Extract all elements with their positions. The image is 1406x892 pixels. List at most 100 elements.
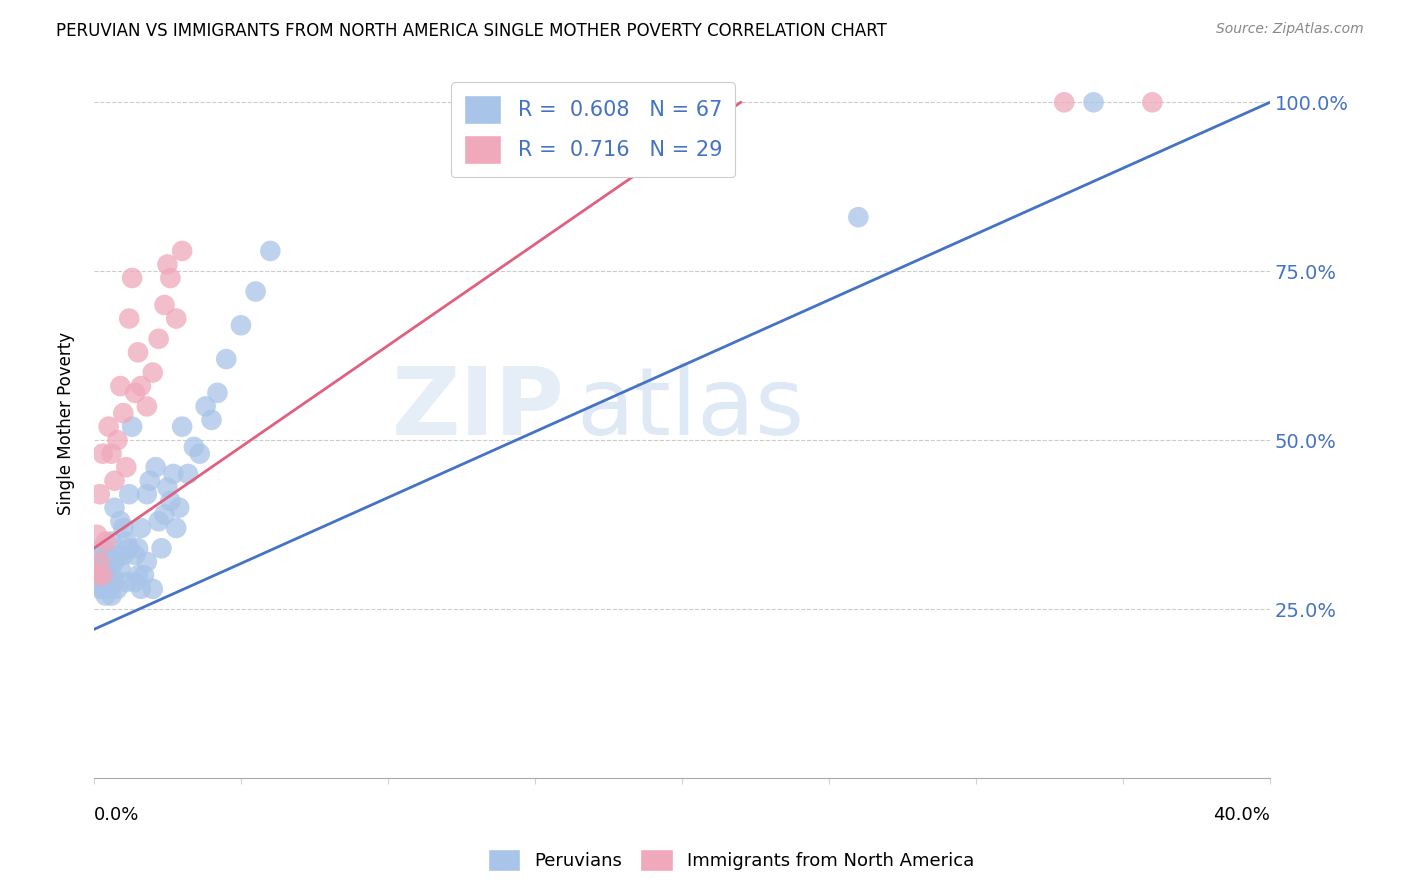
- Point: [112, 521, 135, 535]
- Point: [135, 400, 157, 414]
- Point: [91, 568, 114, 582]
- Point: [127, 568, 149, 582]
- Point: [1142, 95, 1164, 110]
- Point: [156, 480, 179, 494]
- Point: [118, 487, 141, 501]
- Point: [124, 575, 146, 590]
- Point: [1083, 95, 1105, 110]
- Point: [159, 494, 181, 508]
- Point: [110, 561, 132, 575]
- Point: [121, 271, 143, 285]
- Point: [103, 575, 125, 590]
- Point: [89, 582, 111, 596]
- Text: Source: ZipAtlas.com: Source: ZipAtlas.com: [1216, 22, 1364, 37]
- Point: [89, 555, 111, 569]
- Point: [89, 575, 111, 590]
- Point: [100, 534, 122, 549]
- Point: [97, 561, 120, 575]
- Point: [135, 487, 157, 501]
- Text: PERUVIAN VS IMMIGRANTS FROM NORTH AMERICA SINGLE MOTHER POVERTY CORRELATION CHAR: PERUVIAN VS IMMIGRANTS FROM NORTH AMERIC…: [56, 22, 887, 40]
- Point: [156, 257, 179, 271]
- Point: [115, 575, 138, 590]
- Point: [1053, 95, 1076, 110]
- Point: [162, 467, 184, 481]
- Point: [153, 508, 176, 522]
- Point: [97, 548, 120, 562]
- Point: [86, 555, 108, 569]
- Point: [121, 419, 143, 434]
- Point: [107, 548, 129, 562]
- Point: [207, 385, 229, 400]
- Point: [89, 487, 111, 501]
- Point: [148, 514, 170, 528]
- Point: [91, 568, 114, 582]
- Text: atlas: atlas: [576, 363, 804, 455]
- Point: [245, 285, 267, 299]
- Point: [127, 345, 149, 359]
- Point: [94, 568, 117, 582]
- Point: [259, 244, 281, 258]
- Point: [229, 318, 252, 333]
- Point: [86, 568, 108, 582]
- Point: [110, 514, 132, 528]
- Point: [100, 589, 122, 603]
- Point: [94, 589, 117, 603]
- Point: [100, 447, 122, 461]
- Point: [139, 474, 162, 488]
- Point: [188, 447, 211, 461]
- Point: [124, 548, 146, 562]
- Point: [165, 311, 187, 326]
- Point: [145, 460, 167, 475]
- Point: [118, 311, 141, 326]
- Point: [86, 568, 108, 582]
- Point: [142, 582, 165, 596]
- Point: [132, 568, 155, 582]
- Point: [142, 366, 165, 380]
- Point: [86, 561, 108, 575]
- Point: [183, 440, 205, 454]
- Point: [215, 352, 238, 367]
- Text: 0.0%: 0.0%: [94, 806, 139, 824]
- Point: [91, 447, 114, 461]
- Point: [91, 582, 114, 596]
- Point: [172, 419, 194, 434]
- Legend: R =  0.608   N = 67, R =  0.716   N = 29: R = 0.608 N = 67, R = 0.716 N = 29: [451, 82, 735, 177]
- Point: [91, 541, 114, 556]
- Point: [103, 555, 125, 569]
- Point: [107, 433, 129, 447]
- Point: [129, 582, 152, 596]
- Point: [177, 467, 200, 481]
- Point: [94, 534, 117, 549]
- Text: 40.0%: 40.0%: [1213, 806, 1270, 824]
- Point: [86, 527, 108, 541]
- Point: [167, 500, 190, 515]
- Point: [97, 419, 120, 434]
- Point: [110, 379, 132, 393]
- Point: [103, 500, 125, 515]
- Point: [112, 406, 135, 420]
- Y-axis label: Single Mother Poverty: Single Mother Poverty: [58, 332, 75, 515]
- Point: [115, 534, 138, 549]
- Point: [94, 555, 117, 569]
- Point: [150, 541, 173, 556]
- Point: [159, 271, 181, 285]
- Point: [148, 332, 170, 346]
- Point: [89, 561, 111, 575]
- Point: [100, 568, 122, 582]
- Point: [135, 555, 157, 569]
- Point: [107, 582, 129, 596]
- Point: [172, 244, 194, 258]
- Point: [103, 474, 125, 488]
- Point: [97, 582, 120, 596]
- Point: [200, 413, 222, 427]
- Point: [194, 400, 217, 414]
- Point: [165, 521, 187, 535]
- Point: [153, 298, 176, 312]
- Point: [112, 548, 135, 562]
- Legend: Peruvians, Immigrants from North America: Peruvians, Immigrants from North America: [481, 842, 981, 879]
- Point: [846, 210, 869, 224]
- Text: ZIP: ZIP: [391, 363, 564, 455]
- Point: [91, 561, 114, 575]
- Point: [89, 548, 111, 562]
- Point: [129, 379, 152, 393]
